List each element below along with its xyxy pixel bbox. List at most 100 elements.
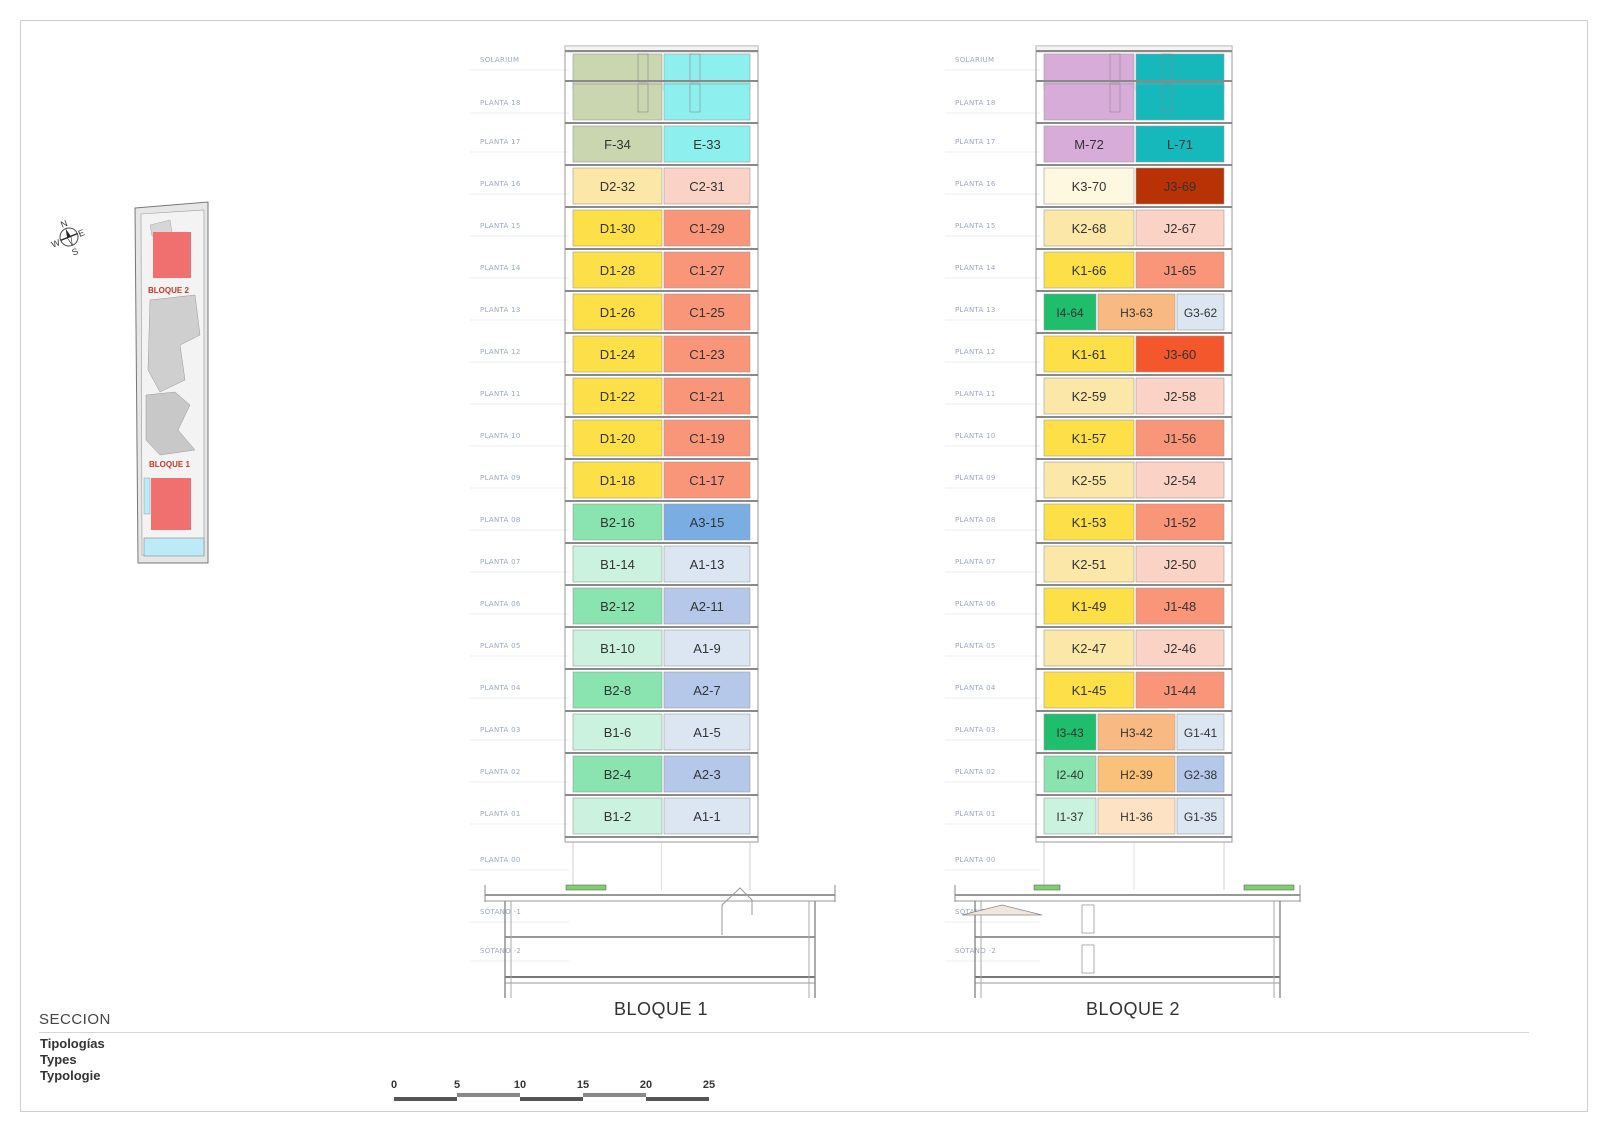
ground-and-basement	[954, 842, 1301, 998]
unit-label: B1-2	[604, 809, 631, 824]
unit-cell	[663, 629, 751, 667]
unit-label: K1-66	[1072, 263, 1107, 278]
unit-cell	[1135, 671, 1225, 709]
floor-label: PLANTA 14	[955, 264, 996, 272]
unit-label: K1-45	[1072, 683, 1107, 698]
unit-cell	[663, 377, 751, 415]
unit-label: A1-9	[693, 641, 720, 656]
unit-label: B1-10	[600, 641, 635, 656]
block-2-section: SOLARIUM PLANTA 18 PLANTA 17 PLANTA 16 PLANT…	[945, 45, 1301, 998]
unit-cell	[1135, 545, 1225, 583]
unit-label: I3-43	[1056, 726, 1084, 740]
site-plan-pool	[143, 537, 205, 557]
unit-label: I2-40	[1056, 768, 1084, 782]
unit-label: D2-32	[600, 179, 635, 194]
floor-label: PLANTA 00	[480, 856, 521, 864]
floor-label: PLANTA 02	[480, 768, 521, 776]
scale-tick-5: 5	[454, 1079, 460, 1091]
unit-cell	[1043, 377, 1135, 415]
unit-label: C1-27	[689, 263, 724, 278]
unit-cell	[572, 713, 663, 751]
unit-label: D1-18	[600, 473, 635, 488]
unit-label: D1-30	[600, 221, 635, 236]
unit-cell	[663, 671, 751, 709]
floor-label: PLANTA 01	[480, 810, 521, 818]
unit-label: K1-57	[1072, 431, 1107, 446]
unit-label: K2-68	[1072, 221, 1107, 236]
unit-label: C1-17	[689, 473, 724, 488]
floor-label: PLANTA 08	[955, 516, 996, 524]
types-label-es: Tipologías	[40, 1036, 105, 1051]
floor-label: PLANTA 04	[480, 684, 521, 692]
unit-label: C1-23	[689, 347, 724, 362]
footer-divider	[39, 1032, 1529, 1033]
unit-label: I4-64	[1056, 306, 1084, 320]
unit-cell	[1043, 251, 1135, 289]
unit-cell	[1043, 797, 1097, 835]
floor-label: SÓTANO -2	[480, 946, 521, 955]
unit-cell	[572, 377, 663, 415]
unit-label: D1-24	[600, 347, 635, 362]
floor-label: PLANTA 07	[955, 558, 996, 566]
unit-cell	[1176, 797, 1225, 835]
floor-label: PLANTA 10	[955, 432, 996, 440]
unit-label: C1-19	[689, 431, 724, 446]
unit-label: C1-21	[689, 389, 724, 404]
unit-label: J2-67	[1164, 221, 1197, 236]
unit-cell	[572, 671, 663, 709]
unit-label: B1-6	[604, 725, 631, 740]
floor-label: PLANTA 10	[480, 432, 521, 440]
site-plan-label-bloque-2: BLOQUE 2	[148, 286, 189, 295]
floor-label: PLANTA 11	[955, 390, 996, 398]
unit-cell	[1135, 125, 1225, 163]
unit-label: A1-1	[693, 809, 720, 824]
types-label-en: Types	[40, 1052, 77, 1067]
floor-label: SOLARIUM	[480, 56, 519, 64]
unit-cell	[572, 83, 663, 121]
unit-label: K2-55	[1072, 473, 1107, 488]
unit-cell	[663, 251, 751, 289]
unit-cell	[1043, 83, 1135, 121]
unit-label: J1-48	[1164, 599, 1197, 614]
unit-label: F-34	[604, 137, 631, 152]
floor-label: PLANTA 15	[955, 222, 996, 230]
unit-label: J3-60	[1164, 347, 1197, 362]
floor-label: PLANTA 18	[480, 99, 521, 107]
floor-label: PLANTA 16	[480, 180, 521, 188]
floor-label: PLANTA 00	[955, 856, 996, 864]
unit-cell	[663, 461, 751, 499]
unit-cell	[572, 209, 663, 247]
unit-cell	[1043, 671, 1135, 709]
unit-cell	[1043, 755, 1097, 793]
floor-label: PLANTA 12	[480, 348, 521, 356]
compass-south-label: S	[70, 246, 79, 258]
unit-label: K1-49	[1072, 599, 1107, 614]
unit-label: C1-29	[689, 221, 724, 236]
unit-label: K1-53	[1072, 515, 1107, 530]
unit-label: G1-35	[1184, 810, 1218, 824]
floor-label: PLANTA 08	[480, 516, 521, 524]
floor-label: PLANTA 13	[955, 306, 996, 314]
compass-icon: N E S W	[50, 218, 86, 258]
scale-tick-10: 10	[514, 1079, 526, 1091]
unit-cell	[572, 335, 663, 373]
floor-label: PLANTA 07	[480, 558, 521, 566]
planter	[565, 884, 607, 891]
unit-cell	[1135, 167, 1225, 205]
floor-label: PLANTA 09	[480, 474, 521, 482]
unit-cell	[1135, 419, 1225, 457]
unit-label: A3-15	[690, 515, 725, 530]
unit-cell	[663, 755, 751, 793]
unit-label: E-33	[693, 137, 720, 152]
block-1-section: SOLARIUM PLANTA 18 PLANTA 17 PLANTA 16 PLANT…	[470, 45, 836, 998]
unit-cell	[572, 797, 663, 835]
unit-label: G3-62	[1184, 306, 1218, 320]
scale-tick-20: 20	[640, 1079, 652, 1091]
unit-label: A1-5	[693, 725, 720, 740]
unit-label: I1-37	[1056, 810, 1084, 824]
unit-cell	[1135, 251, 1225, 289]
unit-label: J2-54	[1164, 473, 1197, 488]
unit-label: A2-3	[693, 767, 720, 782]
unit-label: J2-50	[1164, 557, 1197, 572]
unit-label: H2-39	[1120, 768, 1153, 782]
